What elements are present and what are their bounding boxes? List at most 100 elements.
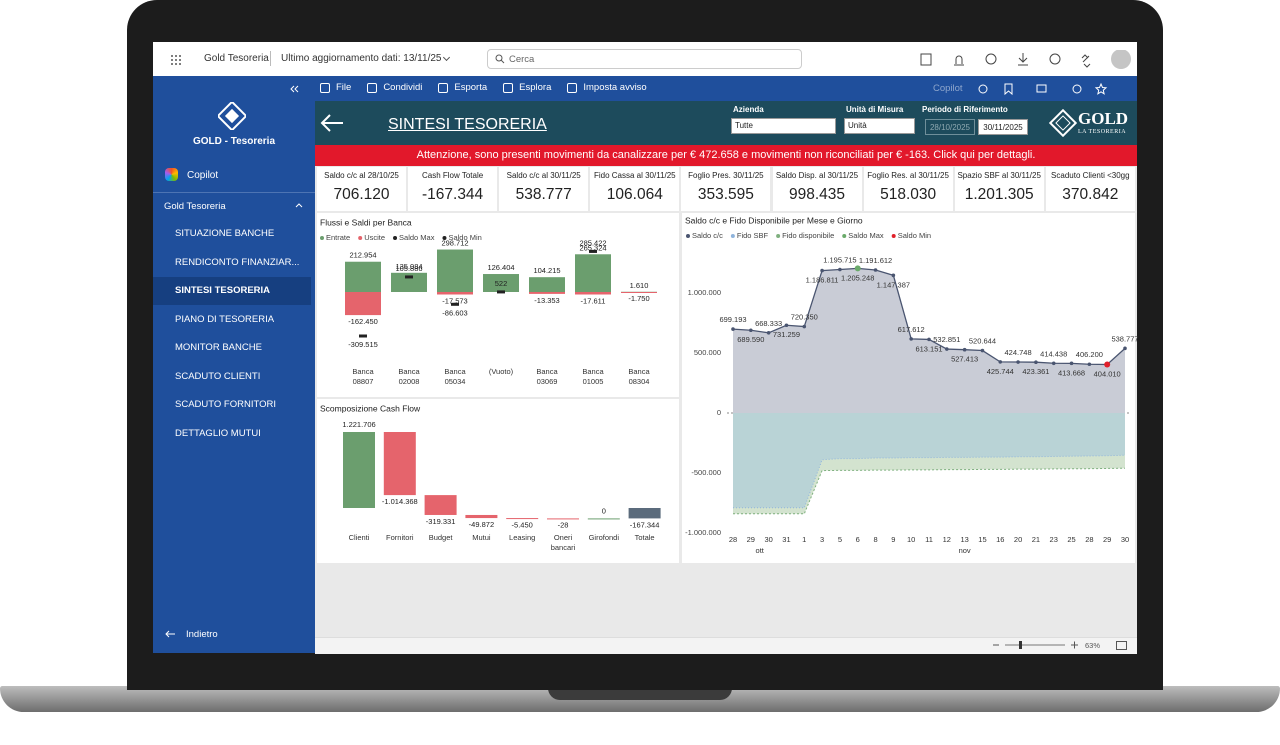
x-tick-label: 29 bbox=[1103, 535, 1111, 544]
icon[interactable] bbox=[985, 53, 997, 65]
nav-item[interactable]: SCADUTO FORNITORI bbox=[175, 399, 276, 410]
legend-marker bbox=[358, 236, 363, 240]
period-label: Periodo di Riferimento bbox=[922, 105, 1008, 114]
sidebar-back[interactable]: Indietro bbox=[186, 629, 218, 640]
nav-item[interactable]: RENDICONTO FINANZIAR... bbox=[175, 256, 300, 268]
data-label: 522 bbox=[495, 279, 508, 288]
point bbox=[766, 331, 771, 335]
nav-item[interactable]: MONITOR BANCHE bbox=[175, 342, 262, 353]
fit-icon[interactable] bbox=[1116, 641, 1127, 650]
toolbar-label: Esporta bbox=[454, 82, 488, 93]
toolbar-button[interactable]: Imposta avviso bbox=[567, 82, 647, 93]
legend-marker bbox=[730, 234, 735, 238]
kpi-value: 353.595 bbox=[697, 186, 754, 203]
copilot-button[interactable]: Copilot bbox=[933, 83, 963, 94]
sidebar-section[interactable]: Gold Tesoreria bbox=[164, 201, 226, 212]
app-launcher[interactable] bbox=[170, 54, 182, 66]
toolbar-button[interactable]: Condividi bbox=[367, 82, 422, 93]
brand-name: GOLD - Tesoreria bbox=[192, 136, 276, 147]
kpi-label: Cash Flow Totale bbox=[421, 171, 484, 180]
avatar[interactable] bbox=[1111, 50, 1131, 69]
icon[interactable] bbox=[1094, 82, 1108, 95]
period-to[interactable]: 30/11/2025 bbox=[978, 119, 1028, 135]
period-from[interactable]: 28/10/2025 bbox=[925, 119, 975, 135]
filter-dropdown[interactable]: Tutte bbox=[731, 118, 836, 134]
toolbar-button[interactable]: Esplora bbox=[503, 82, 551, 93]
data-label: 425.744 bbox=[987, 367, 1014, 376]
chart-title: Flussi e Saldi per Banca bbox=[320, 217, 412, 227]
toolbar-items: File Condividi Esporta Esplora Imposta avvis… bbox=[320, 82, 663, 93]
point bbox=[1051, 361, 1056, 366]
search-placeholder: Cerca bbox=[509, 54, 535, 65]
x-tick-label: (Vuoto) bbox=[489, 367, 514, 376]
range-marker bbox=[589, 249, 597, 253]
legend-marker bbox=[891, 234, 896, 238]
search-box[interactable] bbox=[487, 49, 802, 69]
bar bbox=[437, 292, 473, 295]
icon[interactable] bbox=[1072, 84, 1082, 94]
point bbox=[1016, 360, 1020, 364]
x-tick-label: 3 bbox=[820, 535, 824, 544]
icon[interactable] bbox=[1018, 53, 1028, 66]
nav-item[interactable]: SCADUTO CLIENTI bbox=[175, 370, 261, 382]
x-tick-label: 03069 bbox=[537, 377, 558, 386]
top-icons bbox=[920, 50, 1131, 69]
zoom-slider[interactable] bbox=[993, 640, 1079, 650]
back-arrow[interactable] bbox=[319, 113, 345, 133]
sidebar-copilot[interactable]: Copilot bbox=[187, 170, 219, 181]
x-tick-label: Banca bbox=[628, 367, 650, 376]
nav-item[interactable]: SINTESI TESORERIA bbox=[153, 277, 311, 305]
x-tick-label: Leasing bbox=[509, 533, 535, 542]
filter-value: Tutte bbox=[735, 121, 753, 130]
data-label: 1.205.248 bbox=[841, 273, 874, 282]
legend-label: Fido SBF bbox=[737, 231, 769, 240]
toolbar-button[interactable]: File bbox=[320, 82, 351, 93]
x-tick-label: Banca bbox=[444, 367, 466, 376]
legend-label: Saldo c/c bbox=[692, 231, 723, 240]
last-update[interactable]: Ultimo aggiornamento dati: 13/11/25 bbox=[281, 53, 442, 64]
separator bbox=[153, 192, 315, 193]
icon[interactable] bbox=[920, 53, 932, 66]
data-label: -17.573 bbox=[442, 296, 467, 305]
icon[interactable] bbox=[1036, 84, 1047, 93]
x-tick-label: 21 bbox=[1032, 535, 1040, 544]
data-label: 520.644 bbox=[969, 337, 996, 346]
icon[interactable] bbox=[954, 55, 964, 66]
data-label: 1.186.811 bbox=[806, 276, 839, 285]
icon[interactable] bbox=[1004, 83, 1013, 96]
icon bbox=[320, 82, 330, 93]
data-label: 538.777 bbox=[1111, 334, 1138, 343]
kpi-label: Foglio Pres. 30/11/25 bbox=[688, 171, 764, 180]
icon bbox=[367, 82, 378, 93]
data-label: 668.333 bbox=[755, 319, 782, 328]
nav-item[interactable]: PIANO DI TESORERIA bbox=[175, 313, 275, 325]
nav-item[interactable]: SITUAZIONE BANCHE bbox=[175, 228, 275, 239]
icon[interactable] bbox=[978, 84, 988, 94]
app-name[interactable]: Gold Tesoreria bbox=[204, 53, 269, 64]
kpi-card: Saldo c/c al 28/10/25 706.120 bbox=[317, 167, 406, 211]
icon bbox=[567, 82, 578, 93]
legend-marker bbox=[442, 236, 447, 240]
filter-dropdown[interactable]: Unità bbox=[844, 118, 915, 134]
icon[interactable] bbox=[1049, 53, 1061, 65]
data-label: 1.610 bbox=[630, 281, 649, 290]
kpi-value: 998.435 bbox=[788, 186, 846, 203]
bar bbox=[621, 292, 657, 293]
y-tick-label: 500.000 bbox=[694, 348, 721, 357]
toolbar-button[interactable]: Esporta bbox=[438, 82, 487, 93]
collapse-icon[interactable] bbox=[289, 84, 299, 94]
nav-item[interactable]: DETTAGLIO MUTUI bbox=[175, 427, 261, 439]
toolbar-label: Imposta avviso bbox=[583, 82, 647, 93]
point bbox=[820, 268, 824, 273]
kpi-card: Foglio Res. al 30/11/25 518.030 bbox=[863, 167, 953, 211]
icon[interactable] bbox=[1081, 54, 1091, 68]
bar bbox=[575, 292, 611, 295]
bar bbox=[345, 261, 381, 292]
alert-banner[interactable]: Attenzione, sono presenti movimenti da c… bbox=[315, 145, 1137, 166]
legend-label: Saldo Min bbox=[898, 231, 931, 240]
chart-title: Saldo c/c e Fido Disponibile per Mese e … bbox=[685, 215, 863, 225]
report-title[interactable]: SINTESI TESORERIA bbox=[388, 116, 547, 133]
x-tick-label: 9 bbox=[891, 535, 895, 544]
bar bbox=[547, 518, 579, 520]
filter-value: Unità bbox=[848, 121, 867, 130]
